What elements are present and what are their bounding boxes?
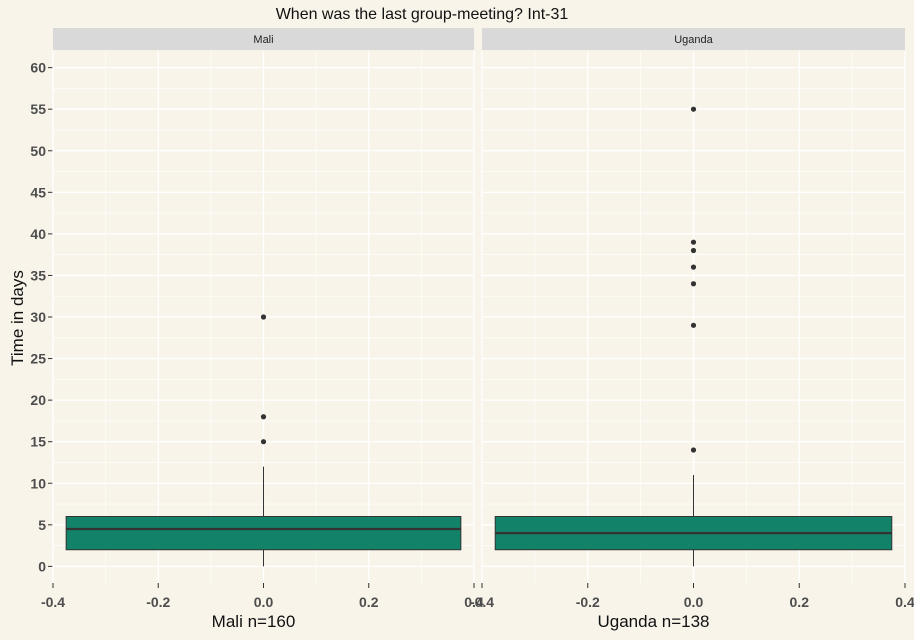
outlier-point: [690, 322, 697, 328]
x-axis-title: Uganda n=138: [597, 612, 709, 631]
y-tick-label: 25: [30, 351, 46, 367]
outlier-point: [690, 281, 697, 287]
y-tick-label: 5: [38, 517, 46, 533]
outlier-point: [260, 314, 267, 320]
y-tick-label: 60: [30, 60, 46, 76]
x-tick-label: 0.2: [790, 594, 810, 610]
x-tick-label: 0.4: [464, 594, 484, 610]
panel-uganda: Uganda -0.4 -0.2 0.0 0.2 0.4 Uganda n=138: [470, 28, 914, 631]
y-tick-label: 40: [30, 226, 46, 242]
y-tick-label: 20: [30, 392, 46, 408]
x-tick-label: -0.4: [470, 594, 494, 610]
outlier-point: [690, 447, 697, 453]
x-tick-label: 0.0: [684, 594, 704, 610]
x-tick-label: -0.2: [576, 594, 600, 610]
outlier-point: [690, 247, 697, 254]
y-axis-title: Time in days: [8, 270, 27, 366]
y-tick-label: 0: [38, 558, 46, 574]
y-tick-label: 35: [30, 267, 46, 283]
x-tick-label: -0.2: [146, 594, 170, 610]
x-tick-label: -0.4: [41, 594, 65, 610]
outlier-point: [690, 239, 697, 245]
x-tick-label: 0.0: [254, 594, 274, 610]
y-tick-label: 30: [30, 309, 46, 325]
strip-header: [482, 28, 905, 50]
strip-label: Mali: [253, 34, 273, 46]
y-tick-label: 15: [30, 434, 46, 450]
x-tick-label: 0.2: [359, 594, 379, 610]
x-axis-title: Mali n=160: [212, 612, 296, 631]
y-tick-label: 10: [30, 475, 46, 491]
x-tick-label: 0.4: [895, 594, 914, 610]
chart-title: When was the last group-meeting? Int-31: [276, 6, 569, 23]
outlier-point: [690, 106, 697, 112]
outlier-point: [690, 264, 697, 270]
facet-panels: 0 5 10 15 20 25 30 35 40 45 50 55 60 Mali -0.4 -0.2 0.0 0…: [30, 28, 914, 631]
strip-header: [53, 28, 474, 50]
y-tick-label: 50: [30, 143, 46, 159]
strip-label: Uganda: [674, 34, 713, 46]
panel-mali: Mali -0.4 -0.2 0.0 0.2 0.4 Mali n=160: [41, 28, 484, 631]
outlier-point: [260, 439, 267, 445]
y-tick-label: 55: [30, 101, 46, 117]
box: [65, 516, 462, 551]
outlier-point: [260, 414, 267, 420]
y-tick-label: 45: [30, 184, 46, 200]
